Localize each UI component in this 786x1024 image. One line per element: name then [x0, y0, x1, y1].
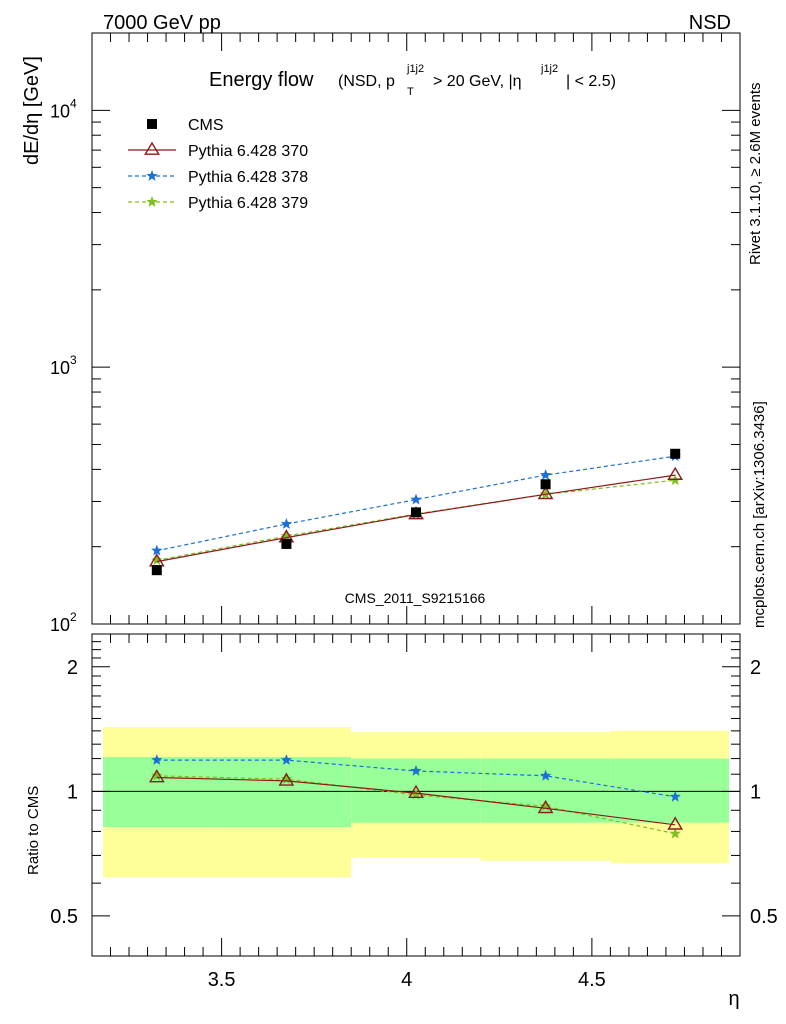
pythia-379-point: [280, 530, 293, 541]
x-tick-label: 4.5: [578, 969, 606, 991]
series-pythia-370: [148, 769, 684, 830]
pythia-370-point: [537, 799, 554, 814]
x-tick-label: 4: [401, 969, 412, 991]
main-y-tick-exponent: 4: [70, 96, 77, 110]
title-detail-sub1: T: [407, 86, 414, 98]
analysis-watermark: CMS_2011_S9215166: [345, 590, 486, 606]
main-y-tick-label: 10: [50, 101, 70, 121]
main-y-axis-title: dE/dη [GeV]: [21, 56, 43, 165]
pythia-370-point: [408, 784, 424, 798]
title-detail-sup2: j1j2: [540, 63, 558, 75]
legend-pythia-378-marker: [146, 170, 158, 181]
series-pythia-379: [151, 769, 681, 839]
pythia-370-point: [278, 772, 295, 786]
title-detail-close: | < 2.5): [566, 73, 616, 90]
legend-pythia-378-label: Pythia 6.428 378: [188, 169, 308, 186]
header-right-label: NSD: [689, 12, 731, 34]
cms-point: [151, 565, 162, 576]
pythia-379-line: [156, 479, 676, 561]
pythia-378-point: [151, 544, 163, 556]
pythia-370-line: [156, 776, 676, 826]
series-cms: [151, 448, 681, 576]
legend-pythia-370-marker: [144, 141, 160, 155]
mcplots-reference-label: mcplots.cern.ch [arXiv:1306.3436]: [751, 401, 768, 628]
ratio-y-tick-label-left: 2: [67, 657, 78, 679]
legend-cms-label: CMS: [188, 117, 224, 134]
legend-pythia-370-label: Pythia 6.428 370: [188, 143, 308, 160]
pythia-378-point: [539, 769, 552, 781]
x-tick-label: 3.5: [208, 969, 236, 991]
rivet-version-label: Rivet 3.1.10, ≥ 2.6M events: [747, 83, 764, 266]
pythia-379-point: [669, 827, 681, 839]
inner-band-1: [103, 757, 222, 827]
cms-point: [281, 538, 292, 549]
cms-point: [540, 479, 551, 490]
ratio-y-tick-label-right: 1: [750, 781, 761, 803]
ratio-y-tick-label-left: 1: [67, 781, 78, 803]
pythia-379-point: [151, 769, 163, 781]
legend-entry-pythia-378: Pythia 6.428 378: [128, 169, 308, 186]
title-detail-open: (NSD, p: [338, 73, 395, 90]
series-pythia-379: [151, 474, 681, 566]
pythia-370-point: [537, 485, 554, 500]
pythia-378-point: [280, 754, 293, 765]
pythia-378-point: [410, 493, 422, 505]
legend-pythia-379-marker: [146, 196, 158, 207]
main-y-tick-label: 10: [50, 358, 70, 378]
main-y-tick-label: 10: [50, 615, 70, 635]
pythia-370-point: [148, 769, 165, 783]
header-left-label: 7000 GeV pp: [103, 12, 221, 34]
ratio-y-axis-title: Ratio to CMS: [25, 786, 42, 875]
inner-band-2: [221, 757, 352, 827]
pythia-378-line: [156, 455, 676, 552]
pythia-378-point: [669, 790, 681, 802]
x-axis-title: η: [728, 988, 739, 1010]
ratio-plot-frame: [91, 633, 741, 957]
pythia-378-point: [280, 518, 293, 529]
pythia-378-point: [151, 754, 163, 765]
ratio-y-tick-label-right: 2: [750, 657, 761, 679]
main-series-layer: [148, 448, 684, 576]
ratio-y-tick-label-left: 0.5: [50, 906, 78, 928]
title-detail-sup1: j1j2: [406, 63, 424, 75]
title-detail-mid: > 20 GeV, |η: [433, 73, 522, 90]
series-pythia-378: [151, 754, 681, 802]
pythia-379-point: [539, 800, 552, 812]
legend-cms-marker: [147, 119, 157, 129]
legend-entry-pythia-370: Pythia 6.428 370: [128, 141, 308, 160]
legend-pythia-379-label: Pythia 6.428 379: [188, 195, 308, 212]
cms-point: [411, 507, 421, 518]
series-pythia-378: [151, 450, 681, 556]
main-plot-frame: [91, 32, 741, 625]
pythia-370-point: [667, 466, 684, 480]
main-plot-title: Energy flow (NSD, p j1j2 T > 20 GeV, |η …: [209, 63, 616, 98]
inner-band-5: [610, 758, 729, 823]
pythia-379-point: [410, 789, 422, 800]
legend-entry-cms: CMS: [147, 117, 224, 134]
ratio-uncertainty-bands: [92, 727, 740, 878]
legend: CMS Pythia 6.428 370 Pythia 6.428 378 Pythi…: [128, 117, 308, 212]
pythia-379-point: [151, 554, 163, 566]
ratio-y-tick-label-right: 0.5: [750, 906, 778, 928]
pythia-378-point: [539, 469, 552, 480]
cms-point: [670, 448, 681, 459]
pythia-370-point: [667, 816, 684, 830]
ratio-series-layer: [148, 754, 684, 839]
pythia-378-point: [410, 765, 422, 776]
legend-entry-pythia-379: Pythia 6.428 379: [128, 195, 308, 212]
main-y-tick-exponent: 3: [70, 353, 77, 367]
title-main: Energy flow: [209, 69, 314, 91]
main-y-tick-exponent: 2: [70, 610, 77, 624]
pythia-379-point: [280, 773, 293, 784]
